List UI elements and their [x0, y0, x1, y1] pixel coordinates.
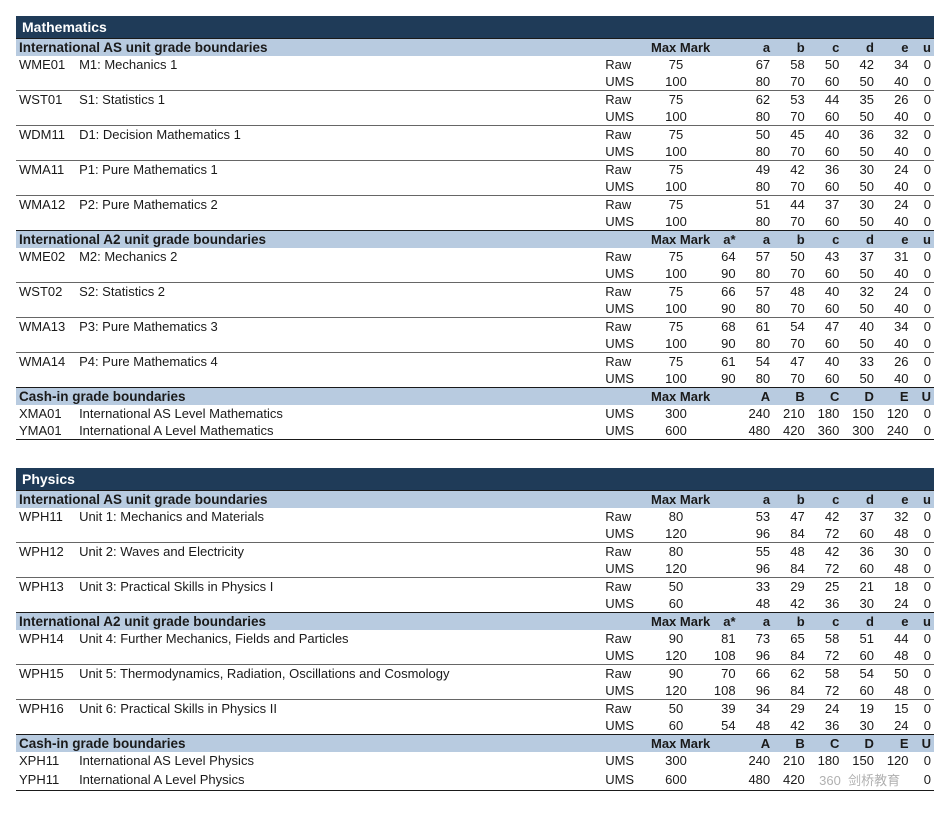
unit-code: WPH13 [16, 578, 77, 596]
unit-code: WDM11 [16, 126, 77, 144]
mark-type: Raw [602, 161, 648, 179]
unit-code: WMA14 [16, 353, 77, 371]
unit-code: WPH11 [16, 508, 77, 525]
unit-name: Unit 4: Further Mechanics, Fields and Pa… [77, 630, 602, 647]
mark-type: UMS [602, 595, 648, 613]
cashin-name: International AS Level Physics [77, 752, 602, 769]
mark-type: UMS [602, 108, 648, 126]
mark-type: UMS [602, 73, 648, 91]
unit-name: P3: Pure Mathematics 3 [77, 318, 602, 336]
mark-type: Raw [602, 543, 648, 561]
mark-type: Raw [602, 578, 648, 596]
unit-name: D1: Decision Mathematics 1 [77, 126, 602, 144]
as-section-header: International AS unit grade boundaries [16, 39, 602, 57]
unit-name: P4: Pure Mathematics 4 [77, 353, 602, 371]
mark-type: Raw [602, 91, 648, 109]
unit-code: WMA11 [16, 161, 77, 179]
grade-boundaries-doc: Mathematics International AS unit grade … [16, 16, 934, 791]
unit-name: Unit 5: Thermodynamics, Radiation, Oscil… [77, 665, 602, 683]
unit-name: Unit 6: Practical Skills in Physics II [77, 700, 602, 718]
cashin-code: XMA01 [16, 405, 77, 422]
cashin-name: International AS Level Mathematics [77, 405, 602, 422]
mark-type: Raw [602, 126, 648, 144]
unit-name: Unit 1: Mechanics and Materials [77, 508, 602, 525]
watermark-overlay: 360 剑桥教育 [808, 769, 912, 791]
col-maxmark: Max Mark [648, 39, 704, 57]
unit-code: WMA13 [16, 318, 77, 336]
unit-code: WPH15 [16, 665, 77, 683]
unit-code: WPH14 [16, 630, 77, 647]
mark-type: UMS [602, 525, 648, 543]
unit-code: WST01 [16, 91, 77, 109]
unit-code: WST02 [16, 283, 77, 301]
unit-code: WPH12 [16, 543, 77, 561]
unit-name: S2: Statistics 2 [77, 283, 602, 301]
cashin-code: YPH11 [16, 769, 77, 791]
mark-type: Raw [602, 196, 648, 214]
cashin-code: XPH11 [16, 752, 77, 769]
unit-name: P2: Pure Mathematics 2 [77, 196, 602, 214]
cashin-name: International A Level Mathematics [77, 422, 602, 440]
cashin-section-header: Cash-in grade boundaries [16, 735, 602, 753]
cashin-section-header: Cash-in grade boundaries [16, 388, 602, 406]
cashin-name: International A Level Physics [77, 769, 602, 791]
mark-type: UMS [602, 560, 648, 578]
grade-table: International AS unit grade boundaries M… [16, 38, 934, 440]
cashin-code: YMA01 [16, 422, 77, 440]
a2-section-header: International A2 unit grade boundaries [16, 231, 602, 249]
unit-code: WME02 [16, 248, 77, 265]
mark-type: UMS [602, 178, 648, 196]
unit-code: WPH16 [16, 700, 77, 718]
subject-title: Physics [16, 468, 934, 490]
mark-type: Raw [602, 56, 648, 73]
unit-name: M1: Mechanics 1 [77, 56, 602, 73]
subject-title: Mathematics [16, 16, 934, 38]
mark-type: Raw [602, 508, 648, 525]
mark-type: UMS [602, 213, 648, 231]
unit-name: P1: Pure Mathematics 1 [77, 161, 602, 179]
as-section-header: International AS unit grade boundaries [16, 491, 602, 509]
unit-code: WMA12 [16, 196, 77, 214]
grade-table: International AS unit grade boundaries M… [16, 490, 934, 791]
mark-type: UMS [602, 143, 648, 161]
unit-name: Unit 3: Practical Skills in Physics I [77, 578, 602, 596]
unit-code: WME01 [16, 56, 77, 73]
unit-name: Unit 2: Waves and Electricity [77, 543, 602, 561]
unit-name: M2: Mechanics 2 [77, 248, 602, 265]
col-maxmark: Max Mark [648, 491, 704, 509]
a2-section-header: International A2 unit grade boundaries [16, 613, 602, 631]
unit-name: S1: Statistics 1 [77, 91, 602, 109]
